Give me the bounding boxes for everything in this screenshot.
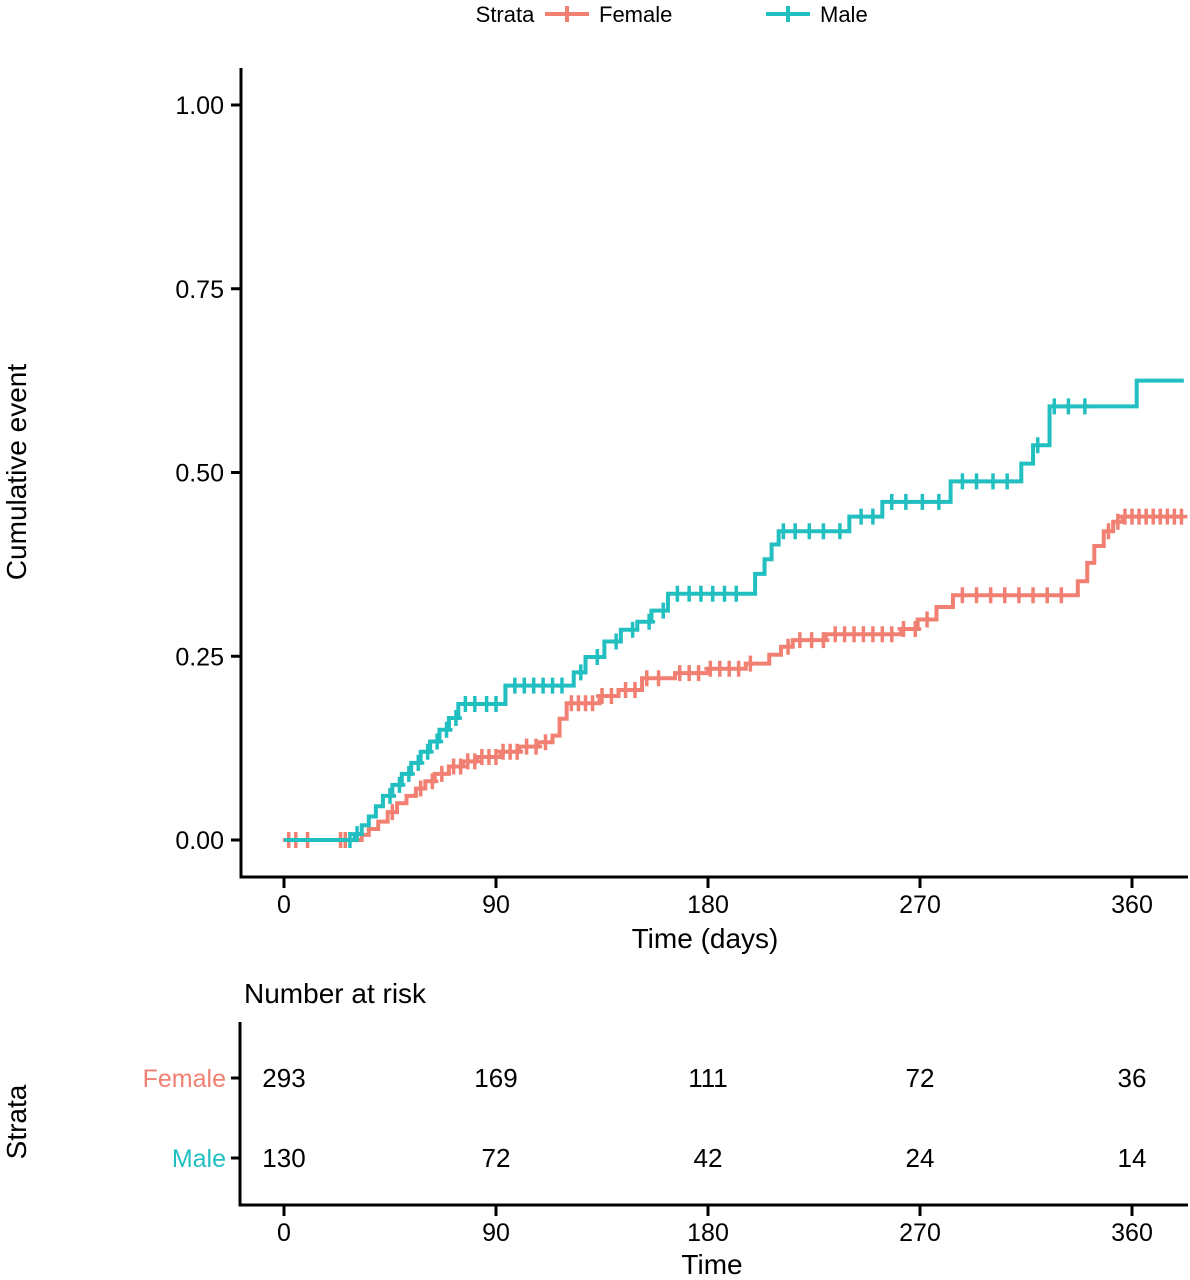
legend-key-male bbox=[766, 6, 810, 22]
x-tick-label: 180 bbox=[687, 891, 729, 919]
legend-label-female: Female bbox=[599, 2, 672, 27]
x-tick-label: 360 bbox=[1111, 891, 1153, 919]
risk-value: 72 bbox=[906, 1063, 935, 1093]
censor-marks-male bbox=[343, 398, 1091, 848]
risk-value: 24 bbox=[906, 1143, 935, 1173]
strata-axis-title: Strata bbox=[1, 1084, 32, 1159]
risk-value: 111 bbox=[688, 1063, 728, 1093]
x-tick-label: 270 bbox=[899, 891, 941, 919]
legend-title: Strata bbox=[476, 2, 535, 27]
risk-row-label-female: Female bbox=[143, 1065, 226, 1093]
risk-value: 42 bbox=[694, 1143, 723, 1173]
risk-x-axis-title: Time bbox=[681, 1249, 742, 1280]
risk-x-tick-label: 0 bbox=[277, 1219, 291, 1247]
risk-value: 169 bbox=[474, 1063, 517, 1093]
y-tick-label: 0.50 bbox=[175, 460, 224, 488]
legend: Strata Female Male bbox=[476, 2, 868, 27]
y-tick-label: 1.00 bbox=[175, 92, 224, 120]
y-tick-label: 0.25 bbox=[175, 643, 224, 671]
y-tick-label: 0.75 bbox=[175, 276, 224, 304]
risk-axis-lines bbox=[238, 1022, 1188, 1207]
x-tick-label: 0 bbox=[277, 891, 291, 919]
risk-x-tick-label: 360 bbox=[1111, 1219, 1153, 1247]
axes-layer: 0.00 0.25 0.50 0.75 1.00 0 90 180 270 360 bbox=[175, 68, 1188, 919]
survival-curve-male bbox=[284, 378, 1184, 842]
legend-key-female bbox=[545, 6, 589, 22]
legend-label-male: Male bbox=[820, 2, 868, 27]
risk-x-tick-label: 90 bbox=[482, 1219, 510, 1247]
risk-value: 14 bbox=[1118, 1143, 1147, 1173]
risk-value: 293 bbox=[262, 1063, 305, 1093]
risk-table: Number at risk Strata Time Female 293 169 1… bbox=[1, 978, 1188, 1280]
risk-value: 130 bbox=[262, 1143, 305, 1173]
x-axis-title: Time (days) bbox=[632, 923, 779, 954]
censor-marks-female bbox=[282, 508, 1188, 848]
risk-table-title: Number at risk bbox=[244, 978, 427, 1009]
risk-value: 36 bbox=[1118, 1063, 1147, 1093]
risk-value: 72 bbox=[482, 1143, 511, 1173]
main-axis-lines bbox=[239, 68, 1188, 879]
risk-row-label-male: Male bbox=[172, 1145, 226, 1173]
x-tick-label: 90 bbox=[482, 891, 510, 919]
y-axis-title: Cumulative event bbox=[1, 364, 32, 581]
risk-x-tick-label: 180 bbox=[687, 1219, 729, 1247]
y-tick-label: 0.00 bbox=[175, 827, 224, 855]
curves-layer bbox=[282, 378, 1188, 848]
risk-x-tick-label: 270 bbox=[899, 1219, 941, 1247]
